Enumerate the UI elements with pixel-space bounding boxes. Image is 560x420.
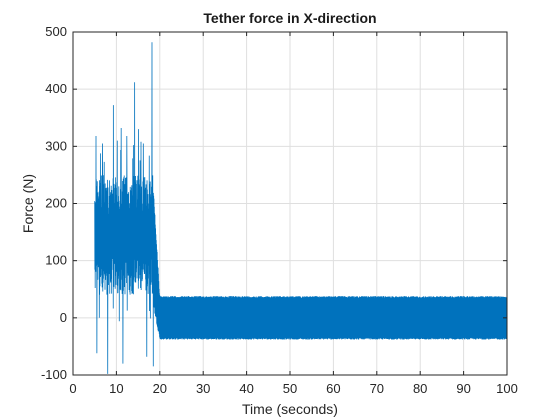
chart-title: Tether force in X-direction [203,10,376,26]
x-tick-label: 40 [239,381,253,396]
y-tick-label: 500 [45,24,67,39]
ticks [72,31,508,376]
y-tick-label: 0 [60,310,67,325]
series-line [94,42,508,374]
x-tick-label: 70 [370,381,384,396]
x-tick-labels: 0 10 20 30 40 50 60 70 80 90 100 [69,381,517,396]
x-tick-label: 50 [283,381,297,396]
y-tick-label: 300 [45,138,67,153]
x-tick-label: 90 [456,381,470,396]
x-axis-label: Time (seconds) [242,401,338,417]
y-tick-label: 200 [45,196,67,211]
x-tick-label: 60 [326,381,340,396]
x-tick-label: 20 [153,381,167,396]
y-tick-label: 100 [45,253,67,268]
y-tick-labels: -100 0 100 200 300 400 500 [41,24,67,382]
x-tick-label: 30 [196,381,210,396]
x-tick-label: 0 [69,381,76,396]
x-tick-label: 80 [413,381,427,396]
x-tick-label: 100 [496,381,518,396]
y-axis-label: Force (N) [20,174,36,233]
x-tick-label: 10 [109,381,123,396]
y-tick-label: -100 [41,367,67,382]
y-tick-label: 400 [45,81,67,96]
data-layer [94,42,508,374]
